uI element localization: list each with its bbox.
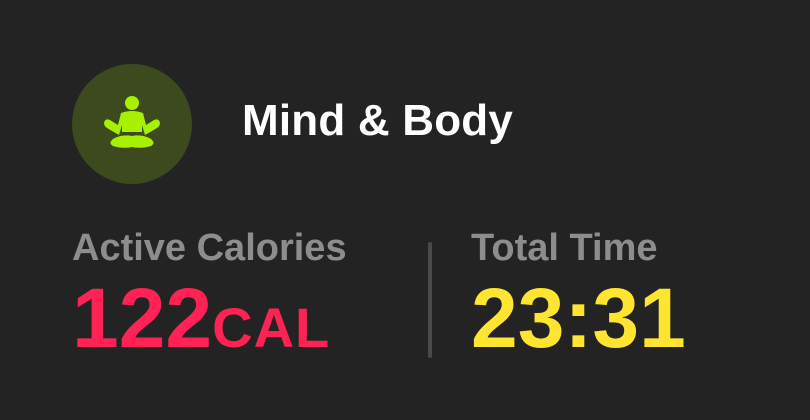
calories-unit: CAL (212, 296, 331, 359)
calories-number: 122 (72, 271, 213, 365)
workout-icon-badge (72, 64, 192, 184)
metric-divider (428, 242, 432, 358)
total-time-metric: Total Time 23:31 (471, 226, 686, 365)
total-time-label: Total Time (471, 227, 658, 269)
workout-title: Mind & Body (242, 96, 514, 145)
active-calories-metric: Active Calories 122CAL (72, 226, 347, 368)
active-calories-value: 122CAL (72, 276, 347, 368)
total-time-value: 23:31 (471, 271, 686, 365)
meditation-figure-icon (104, 96, 160, 148)
active-calories-label: Active Calories (72, 227, 347, 269)
